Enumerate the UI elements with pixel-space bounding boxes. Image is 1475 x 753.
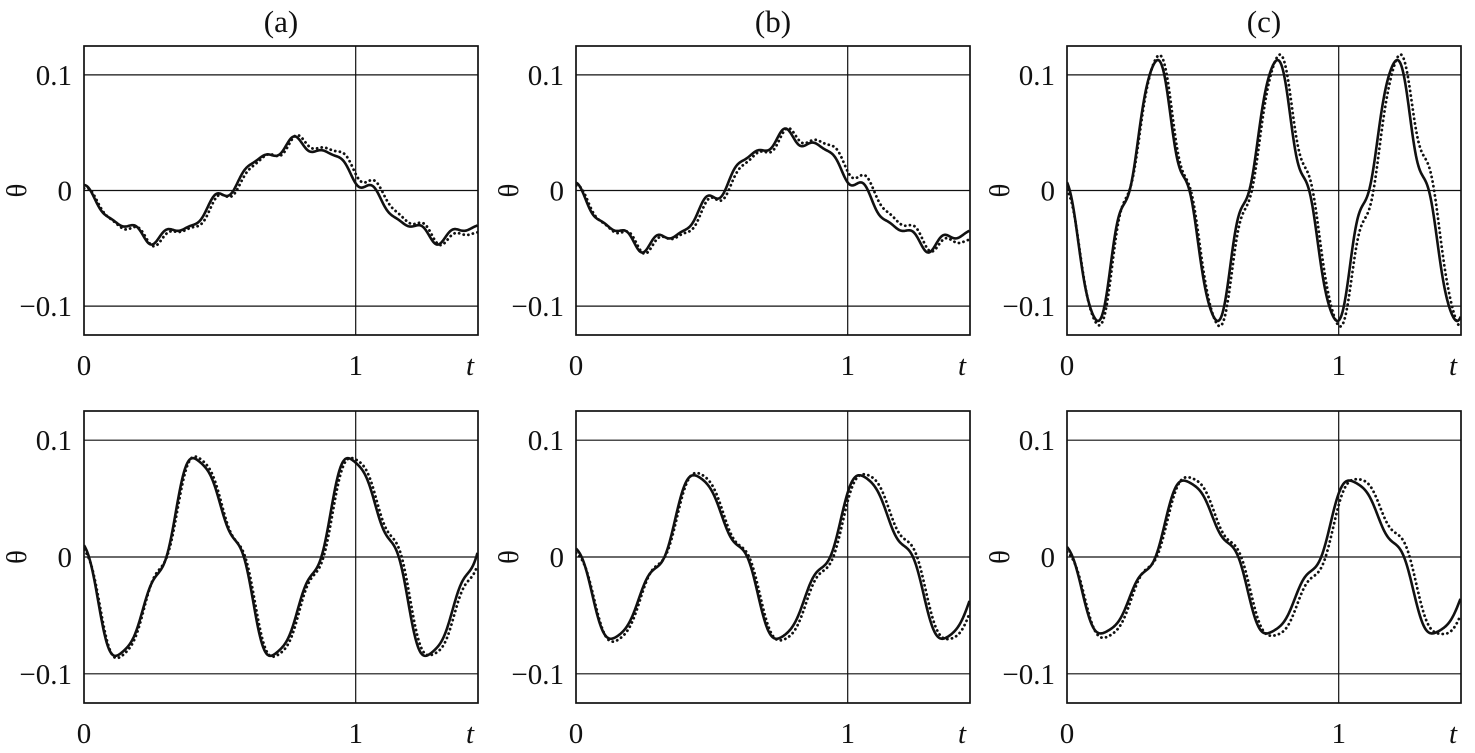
y-tick-label: −0.1 (19, 291, 72, 323)
plot-border (574, 45, 971, 336)
series-dotted-line (1067, 475, 1462, 640)
x-axis-label: t (466, 718, 475, 750)
y-axis-label: θ (493, 184, 525, 198)
y-axis-label: θ (1, 550, 33, 564)
series-dotted-line (84, 133, 478, 248)
x-axis-label: t (958, 718, 967, 750)
y-tick-label: 0 (58, 542, 73, 574)
subplot-bottom-b: 0.1 0 −0.1 0 1 t θ (492, 385, 984, 753)
series-dotted-line (84, 455, 478, 660)
subplot-svg: 0.10−0.10 1 tθ(c) (984, 4, 1463, 382)
plot-border (83, 410, 479, 704)
series-solid-line (575, 127, 970, 254)
y-tick-label: 0.1 (527, 60, 563, 92)
subplot-svg: 0.10−0.10 1 tθ (984, 410, 1463, 750)
x-tick-label: 0 (568, 718, 583, 750)
subplot-title: (a) (264, 4, 298, 39)
x-tick-label: 0 (77, 350, 92, 382)
x-tick-label: 1 (1332, 350, 1347, 382)
y-tick-label: −0.1 (1003, 291, 1056, 323)
series-dotted-line (575, 126, 970, 256)
subplot-svg: 0.10−0.10 1 tθ (493, 410, 971, 750)
x-axis-label: t (1449, 718, 1458, 750)
subplot-svg: 0.10−0.10 1 tθ(b) (493, 4, 971, 382)
x-tick-label: 0 (568, 350, 583, 382)
subplot-bottom-c: 0.1 0 −0.1 0 1 t θ (983, 385, 1475, 753)
subplot-svg: 0.10−0.10 1 tθ(a) (1, 4, 479, 382)
x-axis-label: t (1449, 350, 1458, 382)
y-tick-label: −0.1 (511, 659, 564, 691)
y-tick-label: 0 (549, 176, 564, 208)
x-tick-label: 0 (1060, 350, 1075, 382)
x-tick-label: 1 (840, 718, 855, 750)
y-axis-label: θ (1, 184, 33, 198)
x-tick-label: 1 (348, 718, 363, 750)
x-axis-label: t (958, 350, 967, 382)
series-solid-line (84, 456, 478, 658)
y-axis-label: θ (984, 184, 1016, 198)
plot-border (1066, 45, 1463, 336)
y-tick-label: 0.1 (36, 60, 72, 92)
y-tick-label: 0.1 (1019, 60, 1055, 92)
subplot-top-b: 0.1 0 −0.1 0 1 t θ (b) (492, 0, 984, 385)
subplot-title: (b) (755, 4, 791, 39)
y-tick-label: 0.1 (527, 425, 563, 457)
y-axis-label: θ (493, 550, 525, 564)
x-axis-label: t (466, 350, 475, 382)
y-tick-label: 0 (1041, 176, 1056, 208)
y-tick-label: 0.1 (1019, 425, 1055, 457)
subplot-bottom-a: 0.1 0 −0.1 0 1 t θ (0, 385, 492, 753)
y-tick-label: −0.1 (19, 659, 72, 691)
x-tick-label: 1 (840, 350, 855, 382)
y-tick-label: −0.1 (1003, 659, 1056, 691)
plot-border (574, 410, 971, 704)
y-tick-label: 0.1 (36, 425, 72, 457)
plot-border (1066, 410, 1463, 704)
x-tick-label: 1 (348, 350, 363, 382)
plot-border (83, 45, 479, 336)
y-axis-label: θ (984, 550, 1016, 564)
subplot-top-a: 0.1 0 −0.1 0 1 t θ (a) (0, 0, 492, 385)
x-tick-label: 1 (1332, 718, 1347, 750)
subplot-top-c: 0.1 0 −0.1 0 1 t θ (c) (983, 0, 1475, 385)
y-tick-label: 0 (1041, 542, 1056, 574)
series-dotted-line (575, 471, 970, 644)
x-tick-label: 0 (1060, 718, 1075, 750)
y-tick-label: −0.1 (511, 291, 564, 323)
subplot-svg: 0.10−0.10 1 tθ (1, 410, 479, 750)
y-tick-label: 0 (549, 542, 564, 574)
subplot-title: (c) (1247, 4, 1281, 39)
x-tick-label: 0 (77, 718, 92, 750)
series-solid-line (1067, 479, 1462, 635)
y-tick-label: 0 (58, 176, 73, 208)
